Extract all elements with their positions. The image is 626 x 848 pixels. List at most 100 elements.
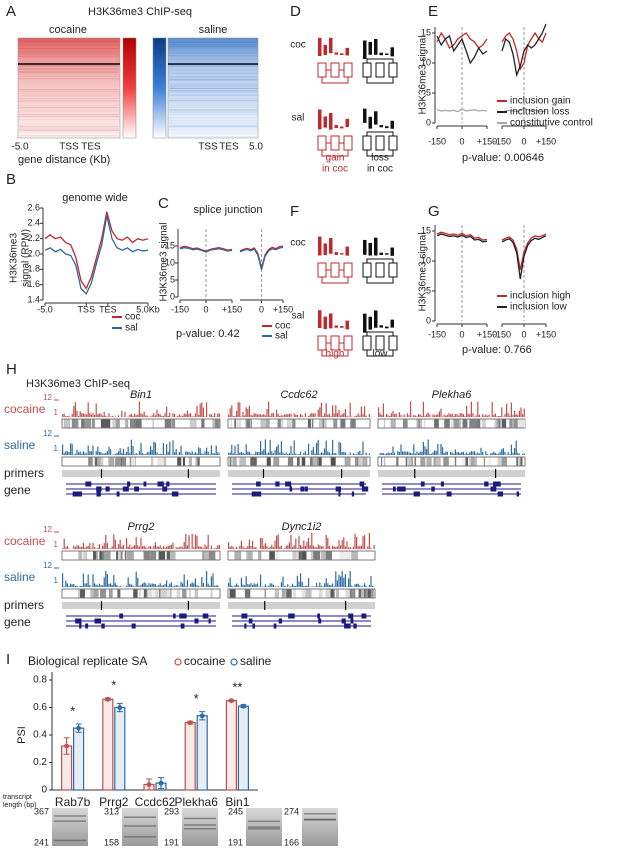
signal-bar [392, 446, 394, 456]
signal-bar [154, 415, 156, 418]
signal-bar [416, 416, 418, 418]
signal-bar [456, 452, 458, 456]
signal-bar [354, 415, 356, 418]
signal-bar [138, 401, 140, 418]
signal-bar [210, 414, 212, 418]
chart-title: genome wide [62, 192, 127, 204]
signal-bar [295, 453, 297, 456]
signal-bar [148, 451, 150, 456]
signal-bar [482, 414, 484, 418]
signal-bar [320, 585, 322, 588]
signal-bar [296, 414, 298, 418]
signal-bar [298, 581, 300, 588]
signal-bar [304, 413, 306, 418]
size-label: 245 [228, 806, 243, 816]
signal-bar [340, 415, 342, 418]
signal-bar [87, 402, 89, 418]
signal-bar [140, 584, 142, 588]
signal-bar [94, 546, 96, 550]
signal-bar [446, 451, 448, 456]
density-cell [501, 457, 507, 466]
exon [330, 62, 340, 78]
signal-bar [472, 413, 474, 418]
density-cell [244, 589, 251, 598]
signal-bar [346, 586, 348, 588]
signal-bar [336, 413, 338, 418]
signal-bar [263, 449, 265, 456]
heatmap-texture [19, 126, 119, 128]
signal-bar [82, 573, 84, 588]
signal-bar [308, 416, 310, 418]
density-cell [138, 589, 141, 598]
density-cell [189, 419, 197, 428]
signal-bar [78, 545, 80, 550]
density-cell [396, 457, 399, 466]
density-cell [171, 419, 176, 428]
heatmap-texture [19, 68, 119, 70]
signal-bar [258, 451, 260, 456]
signal-bar [148, 583, 150, 588]
exon [122, 486, 129, 492]
signal-bar [483, 415, 485, 418]
heatmap-texture [169, 124, 257, 126]
signal-bar [247, 584, 249, 588]
signal-bar [102, 585, 104, 588]
signal-bar [325, 578, 327, 588]
exon [335, 486, 342, 492]
signal-bar [490, 453, 492, 456]
exon [353, 623, 357, 629]
density-cell [234, 551, 242, 560]
signal-bar [263, 586, 265, 588]
density-cell [307, 419, 314, 428]
size-label: 293 [164, 806, 179, 816]
track-label: cocaine [4, 534, 46, 548]
signal-bar [71, 584, 73, 588]
signal-bar [372, 585, 374, 588]
scale-label: 12 [43, 429, 52, 438]
colorbar [122, 37, 137, 139]
signal-bar [324, 448, 326, 456]
signal-bar [92, 445, 94, 456]
signal-bar [338, 409, 340, 418]
signal-bar [135, 537, 137, 550]
heatmap-texture [169, 66, 257, 68]
series-line [436, 34, 488, 65]
signal-bar [82, 543, 84, 550]
signal-bar [477, 452, 479, 456]
density-cell [339, 551, 346, 560]
heatmap-texture [19, 127, 119, 128]
legend-label: constitutive control [510, 118, 593, 129]
density-cell [143, 589, 148, 598]
x-tick-label: -150 [493, 136, 511, 146]
coverage-bar [368, 116, 372, 129]
signal-bar [198, 585, 200, 588]
signal-bar [140, 442, 142, 456]
density-cell [282, 589, 287, 598]
x-tick-label: +150 [222, 304, 242, 314]
signal-bar [130, 413, 132, 418]
heatmap-texture [169, 44, 257, 46]
signal-bar [394, 414, 396, 418]
row-label: coc [290, 40, 306, 51]
signal-bar [66, 583, 68, 588]
signal-bar [190, 453, 192, 456]
y-tick-label: 10 [421, 57, 431, 67]
exon [162, 486, 168, 492]
signal-bar [65, 547, 67, 550]
signal-bar [185, 586, 187, 588]
signal-bar [63, 413, 65, 418]
heatmap-texture [169, 100, 257, 102]
signal-bar [328, 413, 330, 418]
panel-title: H3K36me3 ChIP-seq [26, 378, 130, 390]
signal-bar [245, 576, 247, 588]
heatmap-texture [169, 90, 257, 91]
signal-bar [263, 545, 265, 550]
density-cell [230, 419, 232, 428]
signal-bar [453, 415, 455, 418]
signal-bar [320, 402, 322, 418]
heatmap-texture [19, 40, 119, 41]
signal-bar [256, 452, 258, 456]
exon [134, 486, 140, 492]
signal-bar [242, 412, 244, 418]
row-label: coc [290, 238, 306, 249]
